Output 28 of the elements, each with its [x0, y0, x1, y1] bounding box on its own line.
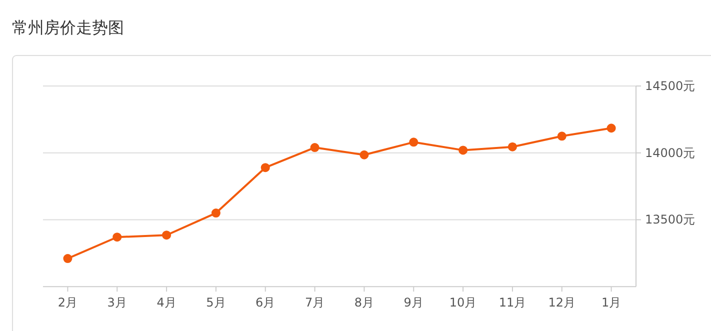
x-tick-label: 9月: [404, 296, 424, 310]
x-tick-label: 10月: [449, 296, 477, 310]
point: [458, 146, 468, 155]
y-tick-label: 14500元: [645, 79, 696, 93]
x-tick-label: 12月: [548, 296, 576, 310]
y-tick-label: 14000元: [645, 146, 696, 160]
point: [63, 254, 72, 264]
point: [162, 230, 172, 240]
y-tick-label: 13500元: [645, 212, 696, 227]
x-tick-label: 6月: [256, 296, 276, 310]
x-tick-label: 11月: [498, 296, 526, 310]
x-tick-label: 5月: [206, 296, 226, 310]
point: [409, 138, 418, 147]
point: [557, 132, 566, 141]
point: [310, 143, 320, 152]
x-tick-label: 7月: [304, 296, 325, 310]
point: [211, 208, 220, 218]
point: [112, 232, 122, 242]
point: [260, 163, 270, 172]
chart-title: 常州房价走势图: [12, 18, 124, 37]
point: [606, 124, 616, 133]
x-tick-label: 1月: [601, 296, 622, 310]
point: [508, 142, 517, 152]
x-tick-label: 2月: [58, 296, 78, 310]
x-tick-label: 4月: [156, 296, 176, 310]
x-tick-label: 3月: [107, 296, 127, 310]
x-tick-label: 8月: [354, 296, 374, 310]
point: [360, 150, 369, 160]
